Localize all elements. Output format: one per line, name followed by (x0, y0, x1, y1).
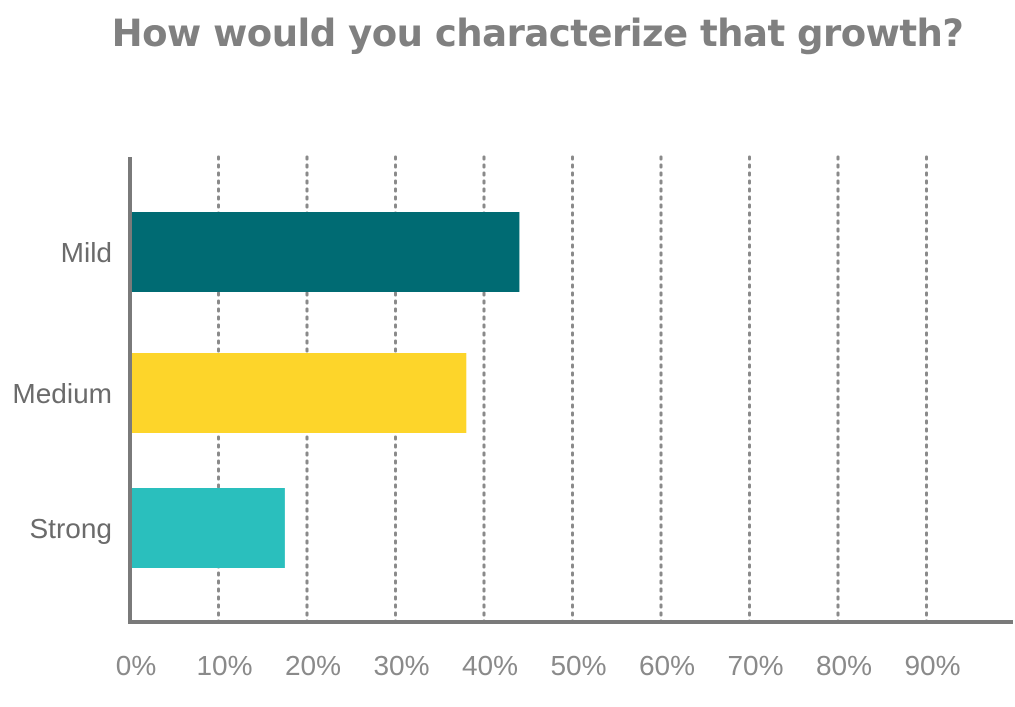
bar-strong (130, 488, 285, 568)
bar-mild (130, 212, 520, 292)
chart-title: How would you characterize that growth? (111, 12, 964, 55)
x-tick-label-10: 10% (196, 650, 252, 681)
x-tick-label-90: 90% (904, 650, 960, 681)
category-label-mild: Mild (61, 237, 112, 268)
x-tick-label-40: 40% (462, 650, 518, 681)
category-label-medium: Medium (12, 378, 112, 409)
x-tick-label-50: 50% (550, 650, 606, 681)
category-label-strong: Strong (30, 513, 113, 544)
x-tick-label-60: 60% (639, 650, 695, 681)
bars (130, 212, 520, 568)
x-tick-label-20: 20% (285, 650, 341, 681)
tick-labels: 0% 10% 20% 30% 40% 50% 60% 70% 80% 90% (116, 650, 961, 681)
x-tick-label-70: 70% (727, 650, 783, 681)
category-labels: Mild Medium Strong (12, 237, 112, 544)
x-tick-label-0: 0% (116, 650, 156, 681)
axes (128, 157, 1013, 624)
x-tick-label-80: 80% (816, 650, 872, 681)
x-tick-label-30: 30% (373, 650, 429, 681)
bar-medium (130, 353, 467, 433)
